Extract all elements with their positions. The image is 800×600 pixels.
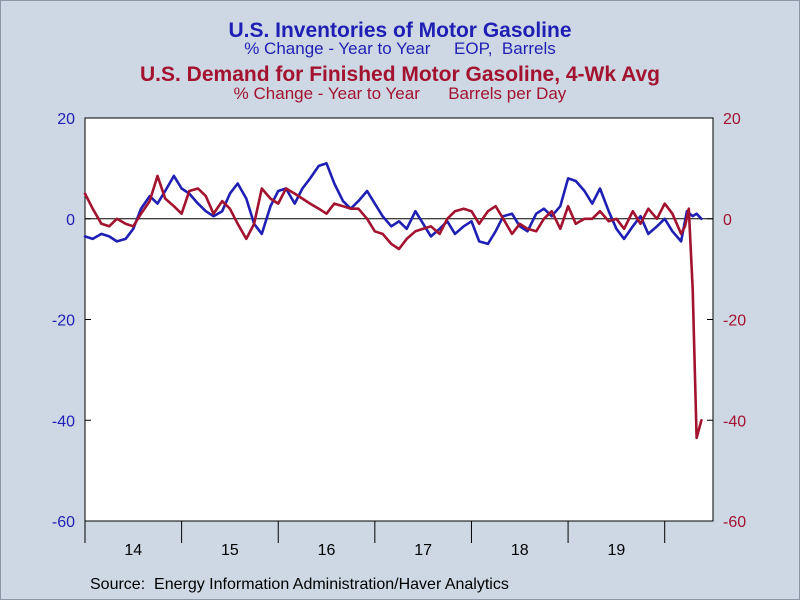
- chart-title-inventories: U.S. Inventories of Motor Gasoline: [228, 19, 572, 42]
- source-note: Source: Energy Information Administratio…: [90, 576, 509, 593]
- plot-area: [84, 117, 714, 522]
- y-left-tick-label: 0: [66, 212, 75, 229]
- y-left-tick-label: -20: [52, 313, 75, 330]
- y-right-tick-label: 20: [723, 111, 741, 128]
- x-tick-label: 16: [318, 542, 336, 559]
- chart-subtitle-inventories: % Change - Year to Year EOP, Barrels: [244, 39, 556, 58]
- x-tick-label: 19: [607, 542, 625, 559]
- x-tick-label: 18: [511, 542, 529, 559]
- y-right-tick-label: -20: [723, 313, 746, 330]
- y-left-tick-label: -40: [52, 413, 75, 430]
- y-right-tick-label: -60: [723, 514, 746, 531]
- x-tick-label: 17: [414, 542, 432, 559]
- chart-title-demand: U.S. Demand for Finished Motor Gasoline,…: [140, 63, 660, 86]
- y-right-tick-label: 0: [723, 212, 732, 229]
- y-left-tick-label: -60: [52, 514, 75, 531]
- series-line-demand: [83, 174, 703, 440]
- chart-subtitle-demand: % Change - Year to Year Barrels per Day: [233, 84, 567, 103]
- y-right-tick-label: -40: [723, 413, 746, 430]
- y-left-tick-label: 20: [57, 111, 75, 128]
- x-tick-label: 14: [124, 542, 142, 559]
- x-tick-label: 15: [221, 542, 239, 559]
